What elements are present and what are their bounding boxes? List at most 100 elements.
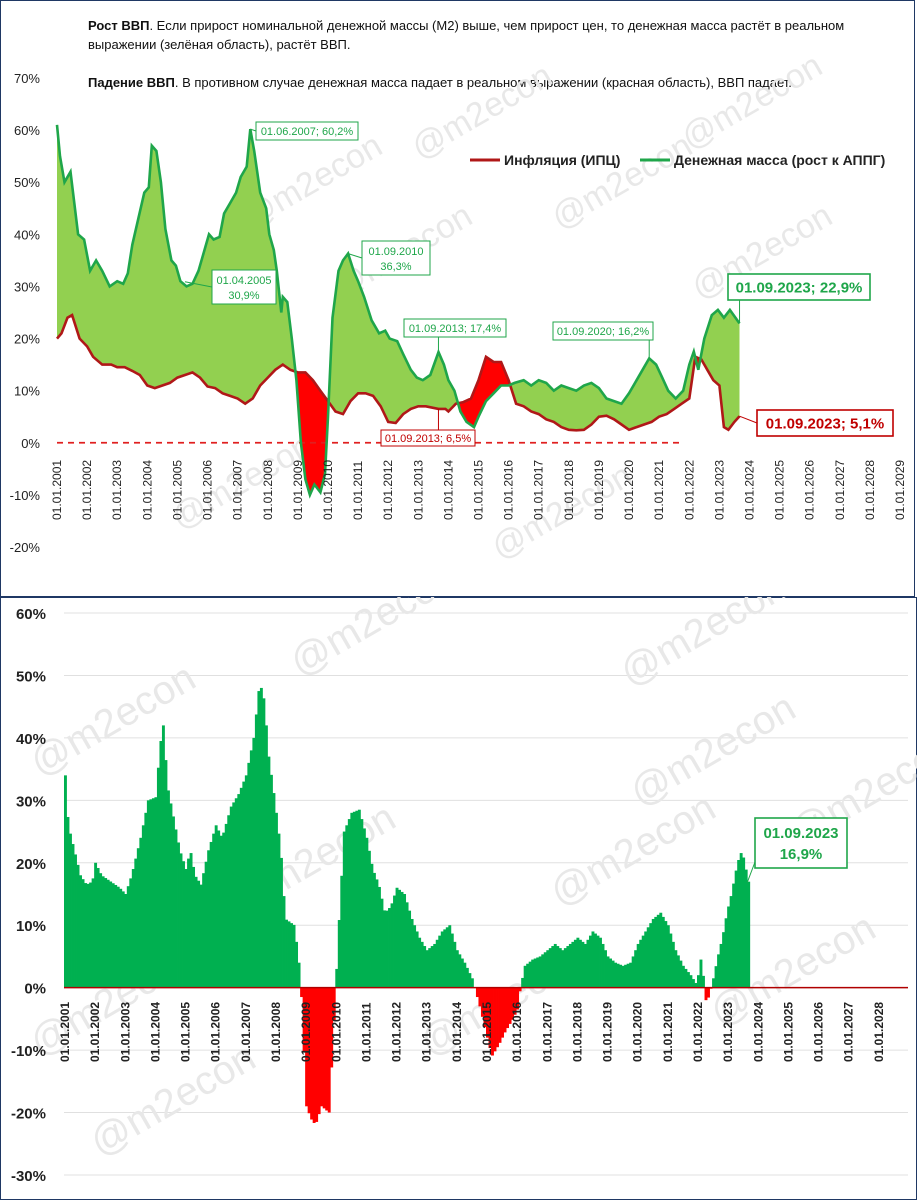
bar	[367, 850, 371, 988]
x-tick-label: 01.01.2024	[742, 460, 756, 520]
x-tick-label: 01.01.2002	[80, 460, 94, 520]
bar	[96, 867, 100, 988]
bar	[523, 965, 527, 988]
bar	[496, 987, 499, 1048]
bar	[69, 833, 72, 988]
bar	[486, 987, 489, 1038]
watermark-text: @m2econ	[405, 56, 559, 167]
bar	[259, 687, 263, 988]
bar	[571, 941, 575, 988]
y-tick-label: -20%	[11, 1106, 46, 1123]
bar	[408, 910, 412, 988]
bar	[192, 866, 196, 988]
x-tick-label: 01.01.2007	[239, 1002, 253, 1062]
x-tick-label: 01.01.2017	[540, 1002, 554, 1062]
bar	[679, 960, 683, 988]
bar	[553, 943, 557, 988]
bar	[252, 737, 256, 988]
watermark-text: @m2econ	[83, 1035, 263, 1165]
bar	[581, 941, 585, 988]
annotation-box	[361, 240, 431, 276]
fall-note-text: . В противном случае денежная масса пада…	[174, 75, 792, 90]
annotation-leader-line	[746, 861, 756, 883]
bar	[410, 918, 414, 988]
bar	[443, 929, 447, 988]
x-tick-label: 01.01.2014	[450, 1002, 464, 1062]
bar	[365, 837, 369, 988]
x-tick-label: 01.01.2016	[510, 1002, 524, 1062]
bar	[420, 941, 424, 988]
x-tick-label: 01.01.2027	[842, 1002, 856, 1062]
bar	[330, 987, 334, 1068]
y-tick-label: 10%	[16, 918, 46, 935]
bar	[694, 982, 698, 988]
bar	[124, 894, 128, 988]
bar	[747, 881, 751, 988]
x-tick-label: 01.01.2003	[110, 460, 124, 520]
bar	[604, 950, 607, 988]
bar	[390, 903, 394, 988]
bar	[66, 816, 70, 988]
bar	[583, 943, 587, 988]
bar	[666, 925, 670, 988]
bar	[307, 987, 311, 1114]
x-tick-label: 01.01.2020	[631, 1002, 645, 1062]
bar	[588, 935, 592, 988]
bar	[144, 812, 148, 988]
bar	[154, 797, 158, 988]
bar	[337, 920, 341, 988]
bar	[370, 863, 374, 988]
bar	[234, 798, 238, 988]
bar	[503, 987, 507, 1033]
annotation-text: 01.09.2023; 22,9%	[736, 279, 863, 296]
bar	[257, 691, 261, 988]
bar	[174, 829, 178, 988]
watermark-text: @m2econ	[545, 126, 699, 237]
bar	[161, 725, 165, 988]
x-tick-label: 01.01.2026	[812, 1002, 826, 1062]
bar	[536, 957, 540, 988]
bar	[104, 878, 108, 988]
bar	[194, 876, 198, 988]
bar	[126, 886, 130, 988]
bar	[493, 987, 497, 1052]
annotation-box	[552, 321, 654, 341]
bar	[433, 943, 437, 988]
bar	[388, 908, 391, 988]
bar	[463, 962, 467, 988]
bar	[418, 937, 422, 988]
annotation-box	[211, 269, 277, 305]
x-tick-label: 01.01.2010	[329, 1002, 343, 1062]
bar	[310, 987, 314, 1120]
real-m2-bar-chart: @m2econ @m2econ@m2econ @m2econ@m2econ @m2ec…	[11, 597, 917, 1185]
bar	[222, 832, 226, 988]
bar	[425, 950, 429, 988]
bar	[651, 918, 655, 988]
bar	[609, 958, 612, 988]
bar	[99, 873, 103, 988]
bar	[573, 939, 577, 988]
bar	[121, 891, 125, 988]
annotation-leader-line	[250, 128, 257, 132]
annotation-leader-line	[739, 415, 758, 424]
bar	[599, 937, 602, 988]
bar	[453, 941, 457, 988]
y-tick-label: 0%	[24, 981, 46, 998]
annotation-text: 01.09.2013; 6,5%	[385, 433, 471, 445]
bar	[644, 931, 648, 988]
bar	[86, 883, 90, 988]
annotation-text: 01.04.2005	[216, 275, 271, 287]
bar	[347, 819, 351, 988]
bar	[533, 958, 537, 988]
bar	[516, 987, 520, 1010]
bar	[282, 896, 286, 988]
bar	[292, 924, 296, 988]
bar	[322, 987, 326, 1109]
bar	[340, 875, 344, 988]
bar	[629, 962, 633, 988]
x-tick-label: 01.01.2021	[661, 1002, 675, 1062]
bar	[393, 895, 396, 988]
bar	[659, 912, 663, 988]
x-tick-label: 01.01.2022	[682, 460, 696, 520]
bar	[81, 879, 85, 988]
